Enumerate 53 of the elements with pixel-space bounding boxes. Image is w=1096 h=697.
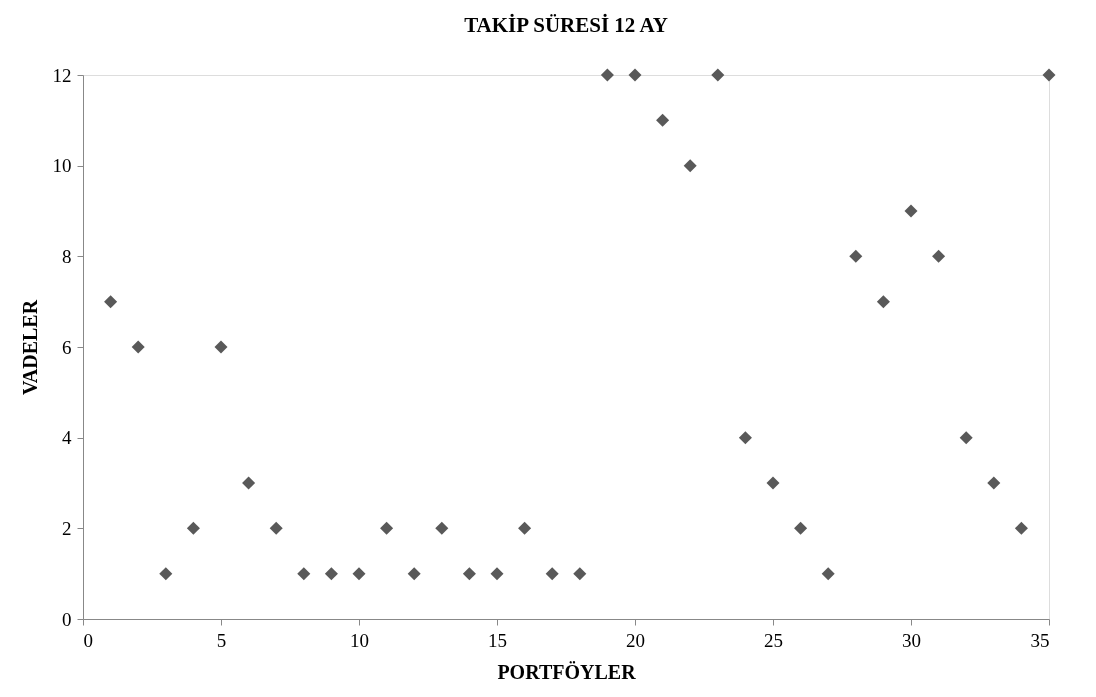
point	[490, 567, 504, 581]
chart-title: TAKİP SÜRESİ 12 AY	[464, 13, 668, 37]
y-tick-label: 0	[62, 608, 72, 630]
point	[628, 68, 642, 82]
point	[462, 567, 476, 581]
point	[656, 113, 670, 127]
x-axis-title: PORTFÖYLER	[497, 660, 637, 683]
y-tick-label: 8	[62, 245, 72, 267]
point	[297, 567, 311, 581]
point	[794, 521, 808, 535]
point	[573, 567, 587, 581]
point	[600, 68, 614, 82]
point	[904, 204, 918, 218]
point	[269, 521, 283, 535]
point	[159, 567, 173, 581]
point	[821, 567, 835, 581]
point	[214, 340, 228, 354]
y-axis-title: VADELER	[18, 299, 41, 396]
point	[131, 340, 145, 354]
x-tick-label: 5	[216, 629, 227, 651]
point	[104, 295, 118, 309]
point	[683, 159, 697, 173]
y-tick-label: 6	[62, 336, 72, 358]
point	[711, 68, 725, 82]
point	[352, 567, 366, 581]
point	[407, 567, 421, 581]
point	[987, 476, 1001, 490]
y-tick-label: 12	[52, 64, 72, 86]
point	[324, 567, 338, 581]
x-tick-label: 0	[83, 629, 93, 651]
y-tick-label: 10	[52, 155, 72, 177]
point	[959, 431, 973, 445]
point	[518, 521, 532, 535]
x-tick-label: 30	[902, 629, 921, 651]
point	[380, 521, 394, 535]
x-tick-label: 25	[764, 629, 783, 651]
x-tick-label: 15	[488, 629, 507, 651]
x-tick-label: 20	[626, 629, 645, 651]
x-tick-label: 10	[350, 629, 369, 651]
point	[1014, 521, 1028, 535]
point	[435, 521, 449, 535]
point	[932, 249, 946, 263]
point	[876, 295, 890, 309]
point	[738, 431, 752, 445]
point	[545, 567, 559, 581]
y-tick-label: 4	[62, 427, 72, 449]
point	[186, 521, 200, 535]
point	[849, 249, 863, 263]
point	[766, 476, 780, 490]
point	[242, 476, 256, 490]
y-tick-label: 2	[62, 517, 72, 539]
x-tick-label: 35	[1030, 629, 1050, 651]
point	[1042, 68, 1056, 82]
